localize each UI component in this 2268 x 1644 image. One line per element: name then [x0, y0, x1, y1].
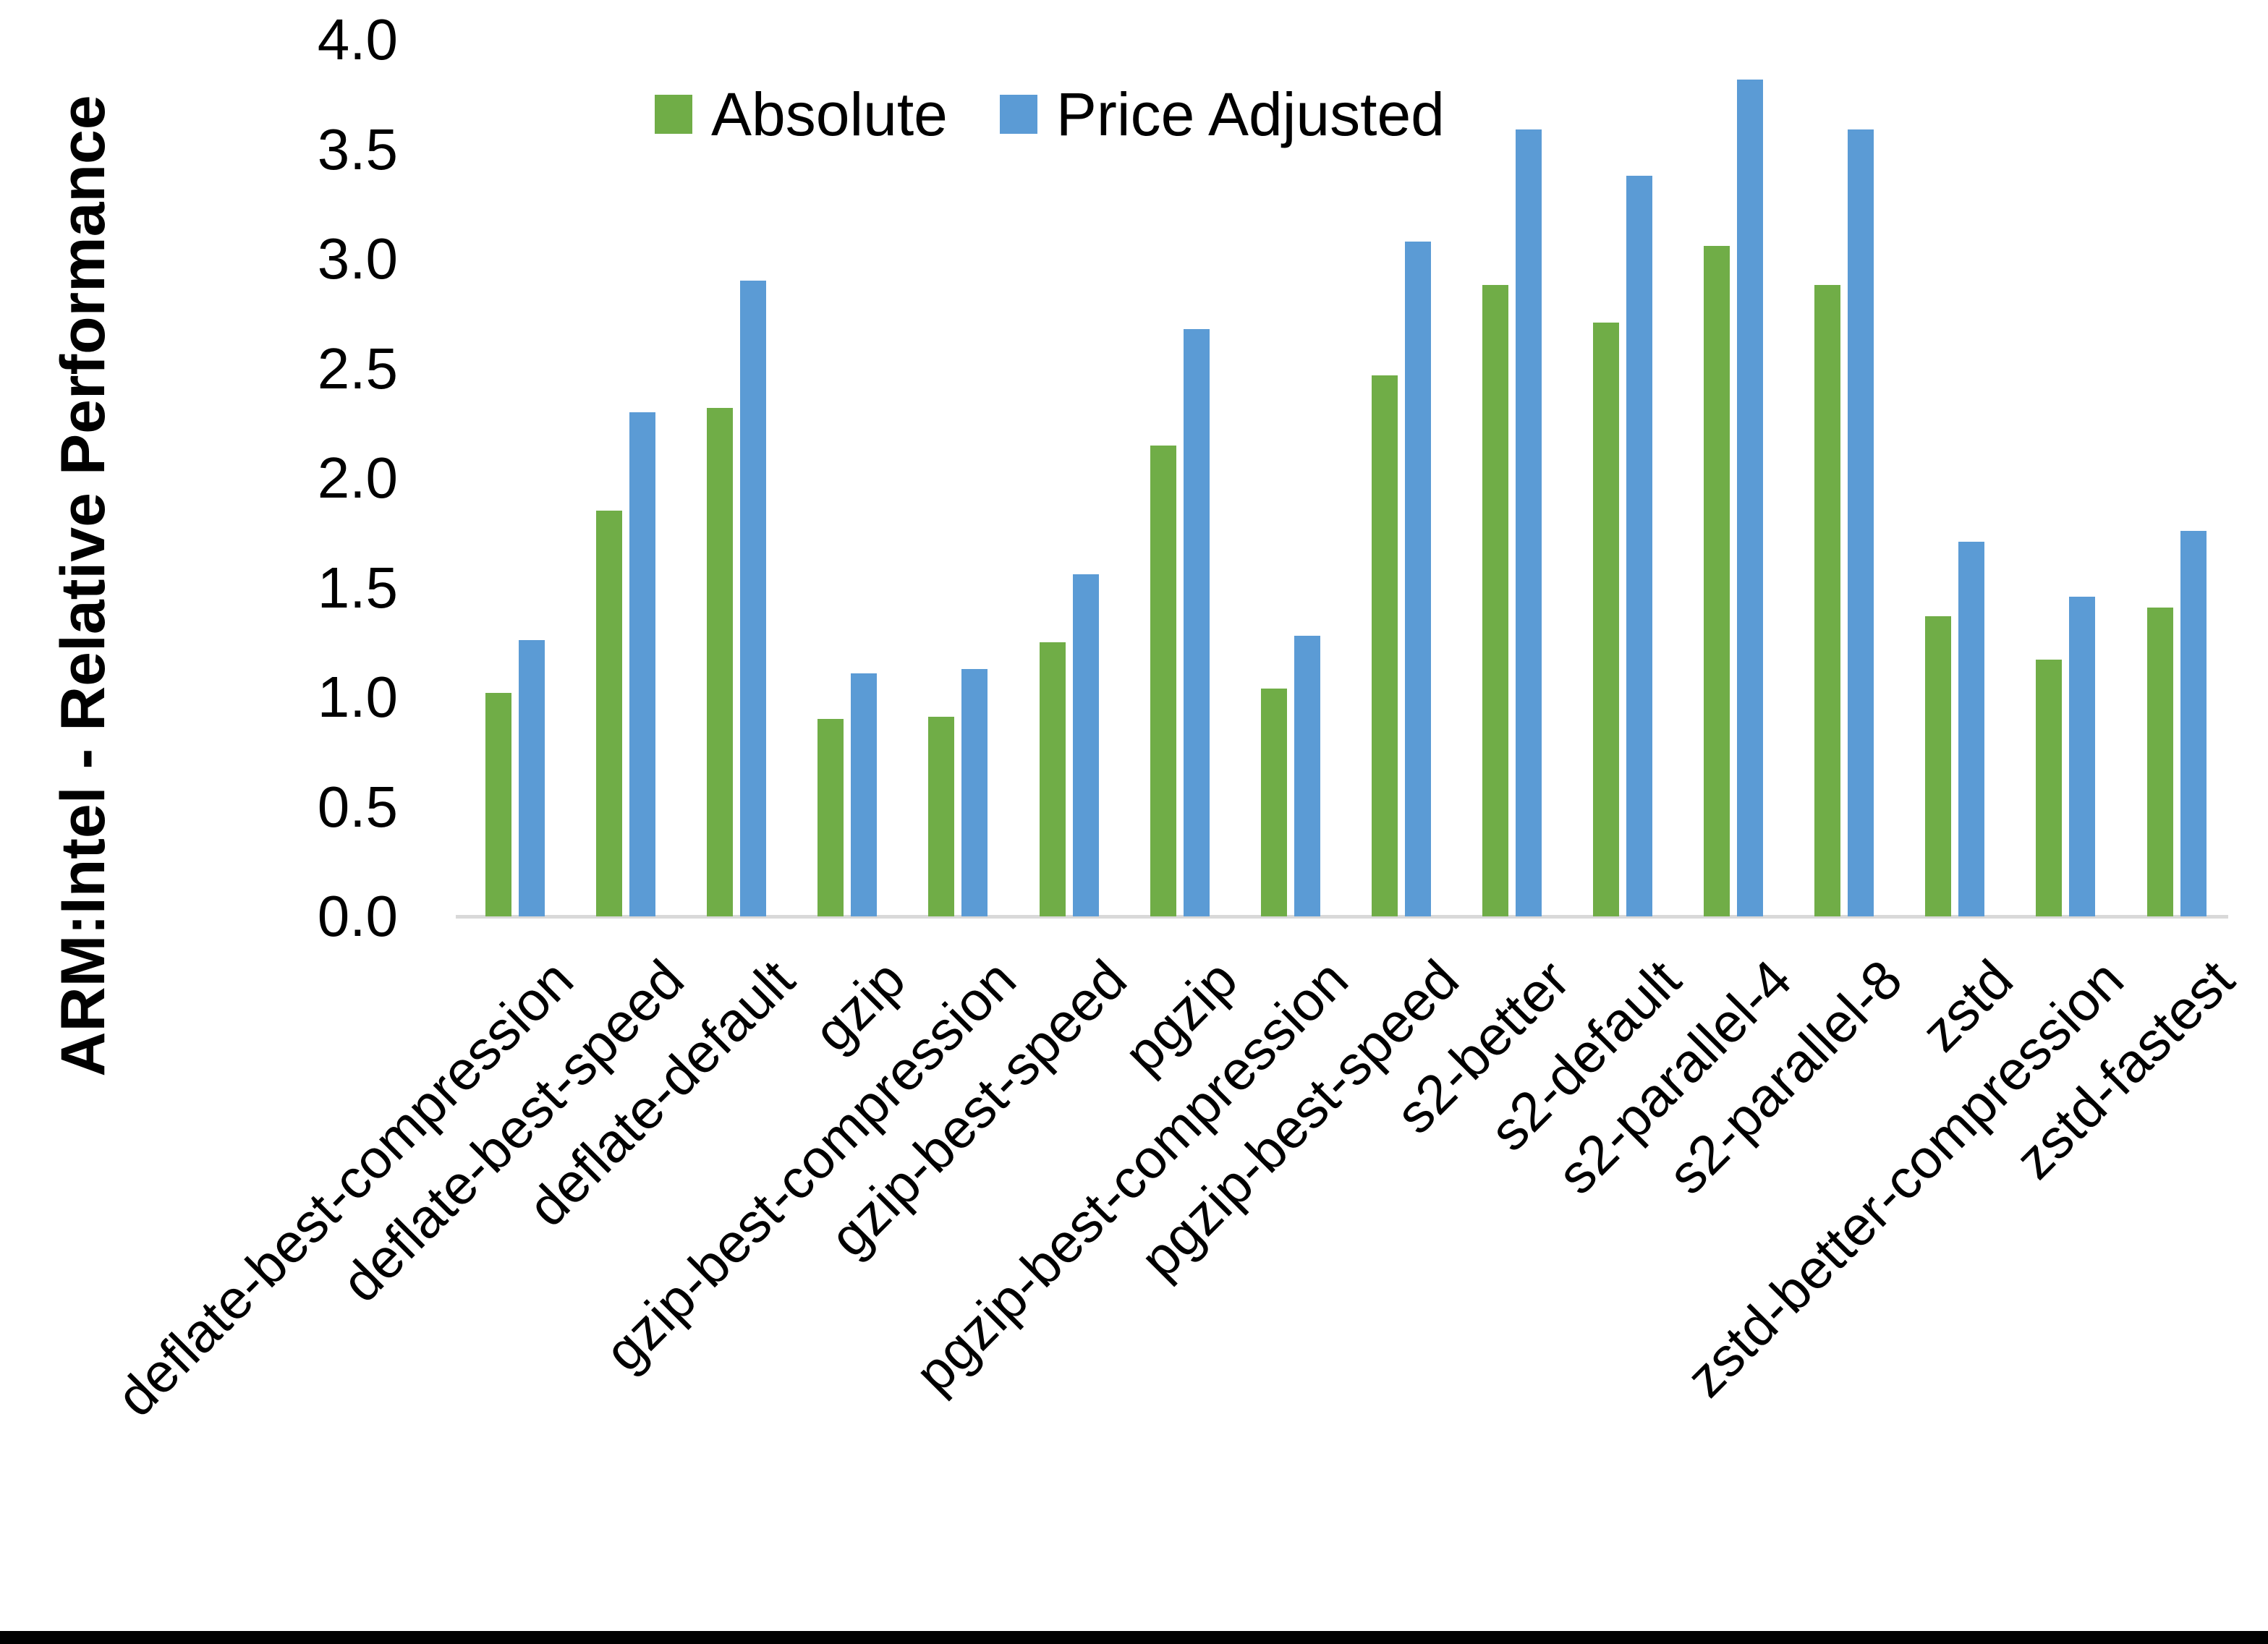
- bar-absolute-gzip-best-speed: [1039, 642, 1066, 916]
- bar-absolute-s2-better: [1482, 285, 1508, 916]
- y-tick-label-3.0: 3.0: [317, 226, 398, 291]
- bar-price-adjusted-zstd-fastest: [2180, 530, 2207, 916]
- y-tick-label-4.0: 4.0: [317, 7, 398, 72]
- bar-absolute-deflate-best-compression: [485, 692, 511, 916]
- bar-absolute-pgzip: [1150, 445, 1176, 916]
- y-tick-label-2.0: 2.0: [317, 446, 398, 510]
- legend-item-price-adjusted: Price Adjusted: [999, 80, 1445, 150]
- x-axis-line: [456, 915, 2228, 919]
- bar-absolute-s2-parallel-8: [1814, 285, 1841, 916]
- bar-absolute-s2-default: [1593, 322, 1619, 916]
- bar-absolute-zstd-better-compression: [2036, 660, 2063, 916]
- legend-label-price-adjusted: Price Adjusted: [1056, 80, 1445, 148]
- y-tick-label-3.5: 3.5: [317, 116, 398, 182]
- legend-swatch-price-adjusted: [999, 95, 1037, 134]
- bar-price-adjusted-zstd: [1958, 541, 1985, 916]
- bar-price-adjusted-s2-default: [1626, 175, 1652, 916]
- bar-price-adjusted-s2-parallel-8: [1848, 129, 1874, 916]
- y-tick-label-0.0: 0.0: [317, 884, 398, 948]
- bar-price-adjusted-gzip-best-speed: [1072, 574, 1099, 916]
- bar-absolute-deflate-best-speed: [596, 511, 623, 916]
- bar-price-adjusted-s2-better: [1515, 129, 1542, 916]
- legend: Absolute Price Adjusted: [655, 80, 1497, 150]
- bar-absolute-s2-parallel-4: [1704, 245, 1730, 916]
- legend-item-absolute: Absolute: [655, 80, 948, 150]
- y-tick-label-0.5: 0.5: [317, 774, 398, 839]
- bar-absolute-gzip: [817, 719, 844, 916]
- bar-price-adjusted-pgzip-best-compression: [1294, 636, 1320, 916]
- bar-absolute-pgzip-best-compression: [1260, 688, 1287, 916]
- bar-price-adjusted-deflate-default: [740, 281, 767, 916]
- legend-swatch-absolute: [655, 95, 692, 134]
- bar-price-adjusted-deflate-best-speed: [629, 412, 656, 916]
- bar-absolute-deflate-default: [707, 408, 734, 916]
- bar-price-adjusted-s2-parallel-4: [1737, 79, 1764, 916]
- legend-label-absolute: Absolute: [711, 80, 948, 148]
- y-tick-label-1.5: 1.5: [317, 555, 398, 620]
- bar-price-adjusted-deflate-best-compression: [519, 640, 545, 916]
- bar-price-adjusted-gzip: [851, 673, 878, 916]
- bar-absolute-gzip-best-compression: [928, 717, 955, 916]
- bar-absolute-zstd-fastest: [2146, 607, 2173, 916]
- bar-price-adjusted-pgzip: [1183, 328, 1210, 916]
- y-tick-label-2.5: 2.5: [317, 336, 398, 401]
- bar-absolute-pgzip-best-speed: [1371, 375, 1398, 916]
- y-tick-label-1.0: 1.0: [317, 665, 398, 729]
- bottom-border: [0, 1631, 2268, 1644]
- bar-price-adjusted-gzip-best-compression: [961, 668, 988, 916]
- bar-price-adjusted-zstd-better-compression: [2069, 596, 2096, 916]
- bar-absolute-zstd: [1925, 616, 1952, 916]
- y-axis-title: ARM:Intel - Relative Performance: [48, 95, 118, 1077]
- bar-price-adjusted-pgzip-best-speed: [1404, 241, 1431, 916]
